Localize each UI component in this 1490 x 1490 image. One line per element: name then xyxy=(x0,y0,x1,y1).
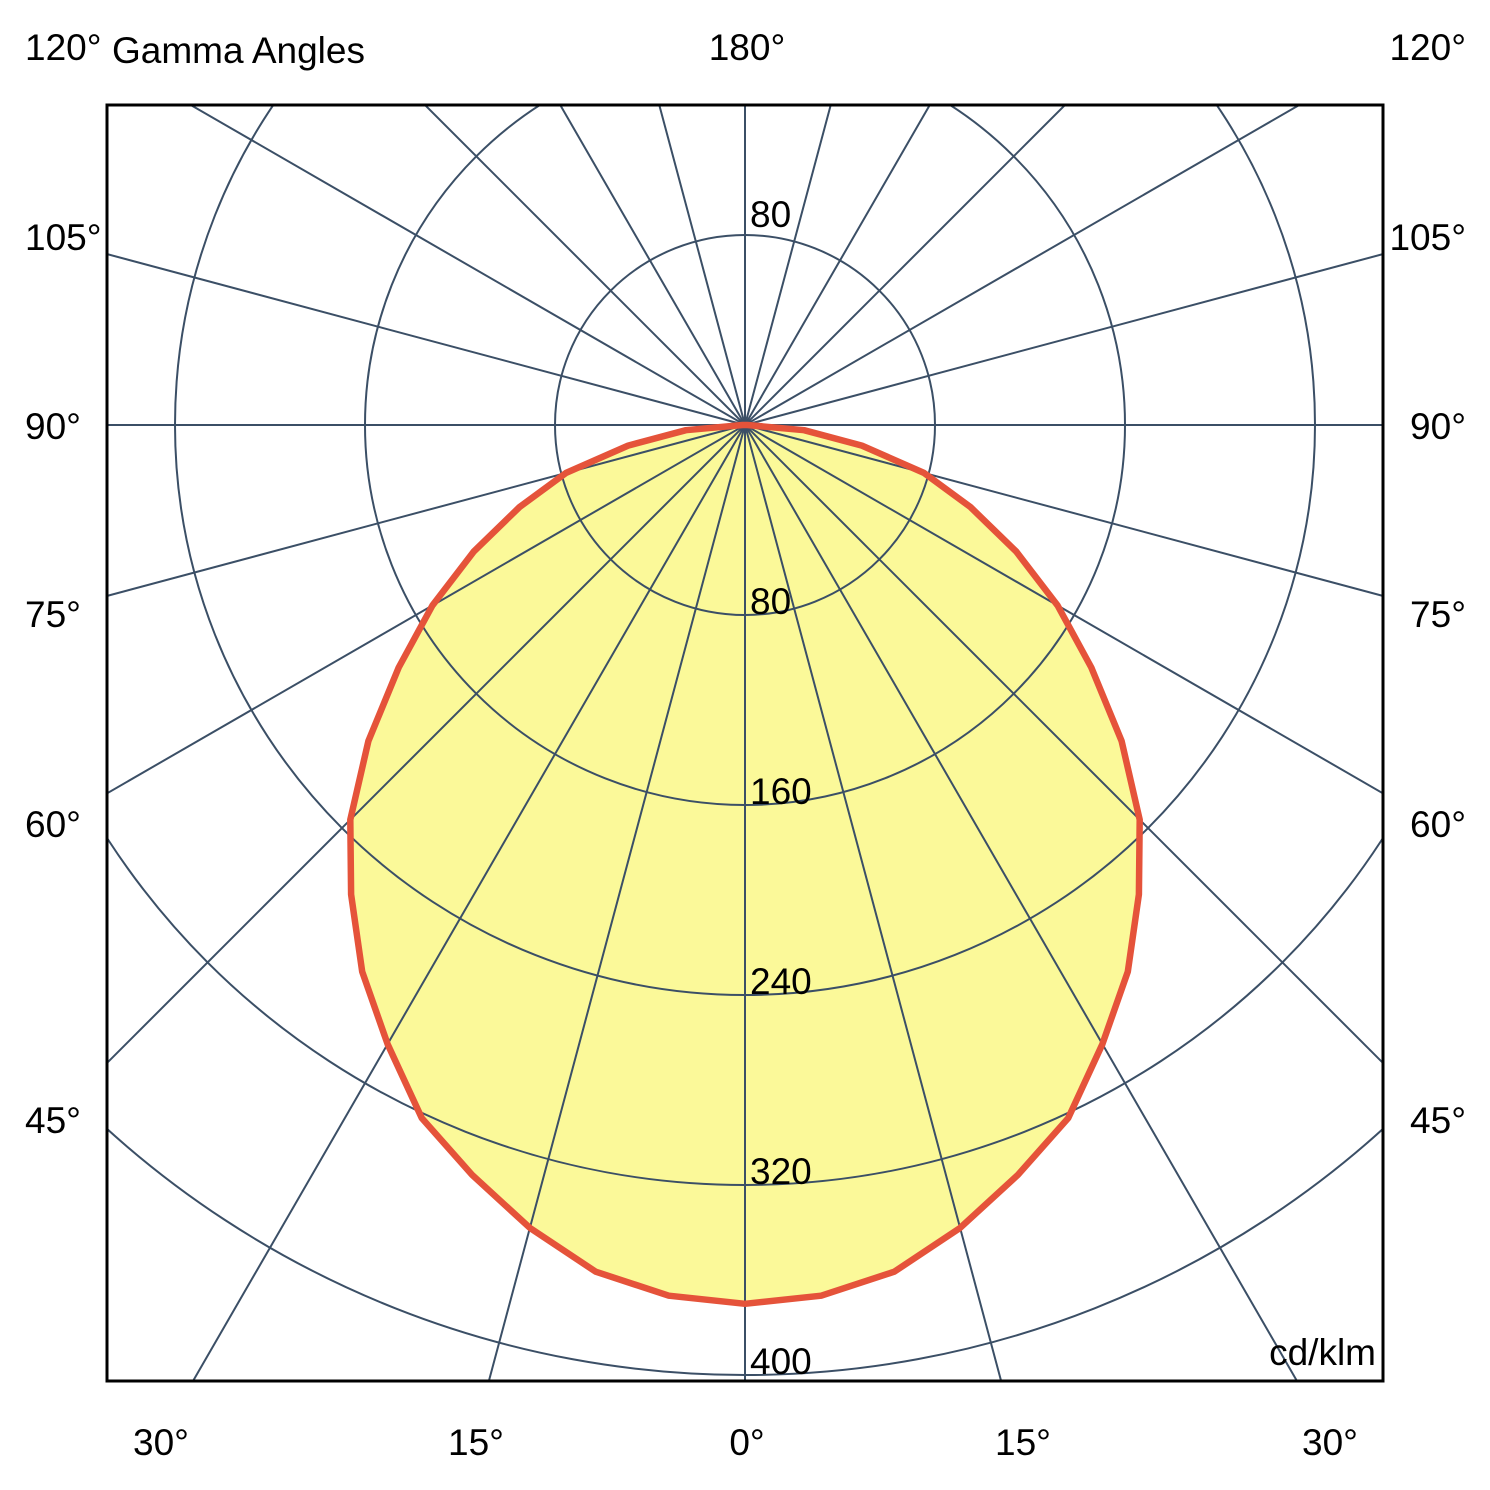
gamma-label-left-60: 60° xyxy=(25,804,81,845)
gamma-label-bottom-1: 15° xyxy=(448,1422,504,1463)
gamma-label-right-60: 60° xyxy=(1410,804,1466,845)
radial-tick-label-160: 160 xyxy=(750,771,812,812)
chart-title: Gamma Angles xyxy=(112,30,365,71)
gamma-label-right-90: 90° xyxy=(1410,406,1466,447)
gamma-label-left-75: 75° xyxy=(25,594,81,635)
gamma-label-right-75: 75° xyxy=(1410,594,1466,635)
gamma-label-left-90: 90° xyxy=(25,406,81,447)
intensity-curve-layer xyxy=(347,421,1143,1308)
radial-tick-label-320: 320 xyxy=(750,1151,812,1192)
radial-tick-label-80: 80 xyxy=(750,581,791,622)
gamma-label-top: 180° xyxy=(709,27,786,68)
gamma-label-left-120: 120° xyxy=(25,27,102,68)
radial-tick-label-240: 240 xyxy=(750,961,812,1002)
radial-tick-label-upper-80: 80 xyxy=(750,194,791,235)
unit-label: cd/klm xyxy=(1269,1332,1376,1373)
gamma-label-right-105: 105° xyxy=(1389,217,1466,258)
radial-tick-label-400: 400 xyxy=(750,1341,812,1382)
gamma-label-left-45: 45° xyxy=(25,1100,81,1141)
gamma-label-right-45: 45° xyxy=(1410,1100,1466,1141)
plot-frame xyxy=(105,103,1385,1383)
axis-label-layer: 120° 105° 90° 75° 60° 45° 120° 105° 90° 75° 60° 45°… xyxy=(25,27,1466,1463)
gamma-label-left-105: 105° xyxy=(25,217,102,258)
gamma-label-bottom-3: 15° xyxy=(995,1422,1051,1463)
gamma-label-bottom-2: 0° xyxy=(729,1422,764,1463)
gamma-label-right-120: 120° xyxy=(1389,27,1466,68)
intensity-distribution-curve xyxy=(347,421,1143,1308)
gamma-label-bottom-0: 30° xyxy=(133,1422,189,1463)
gamma-label-bottom-4: 30° xyxy=(1302,1422,1358,1463)
